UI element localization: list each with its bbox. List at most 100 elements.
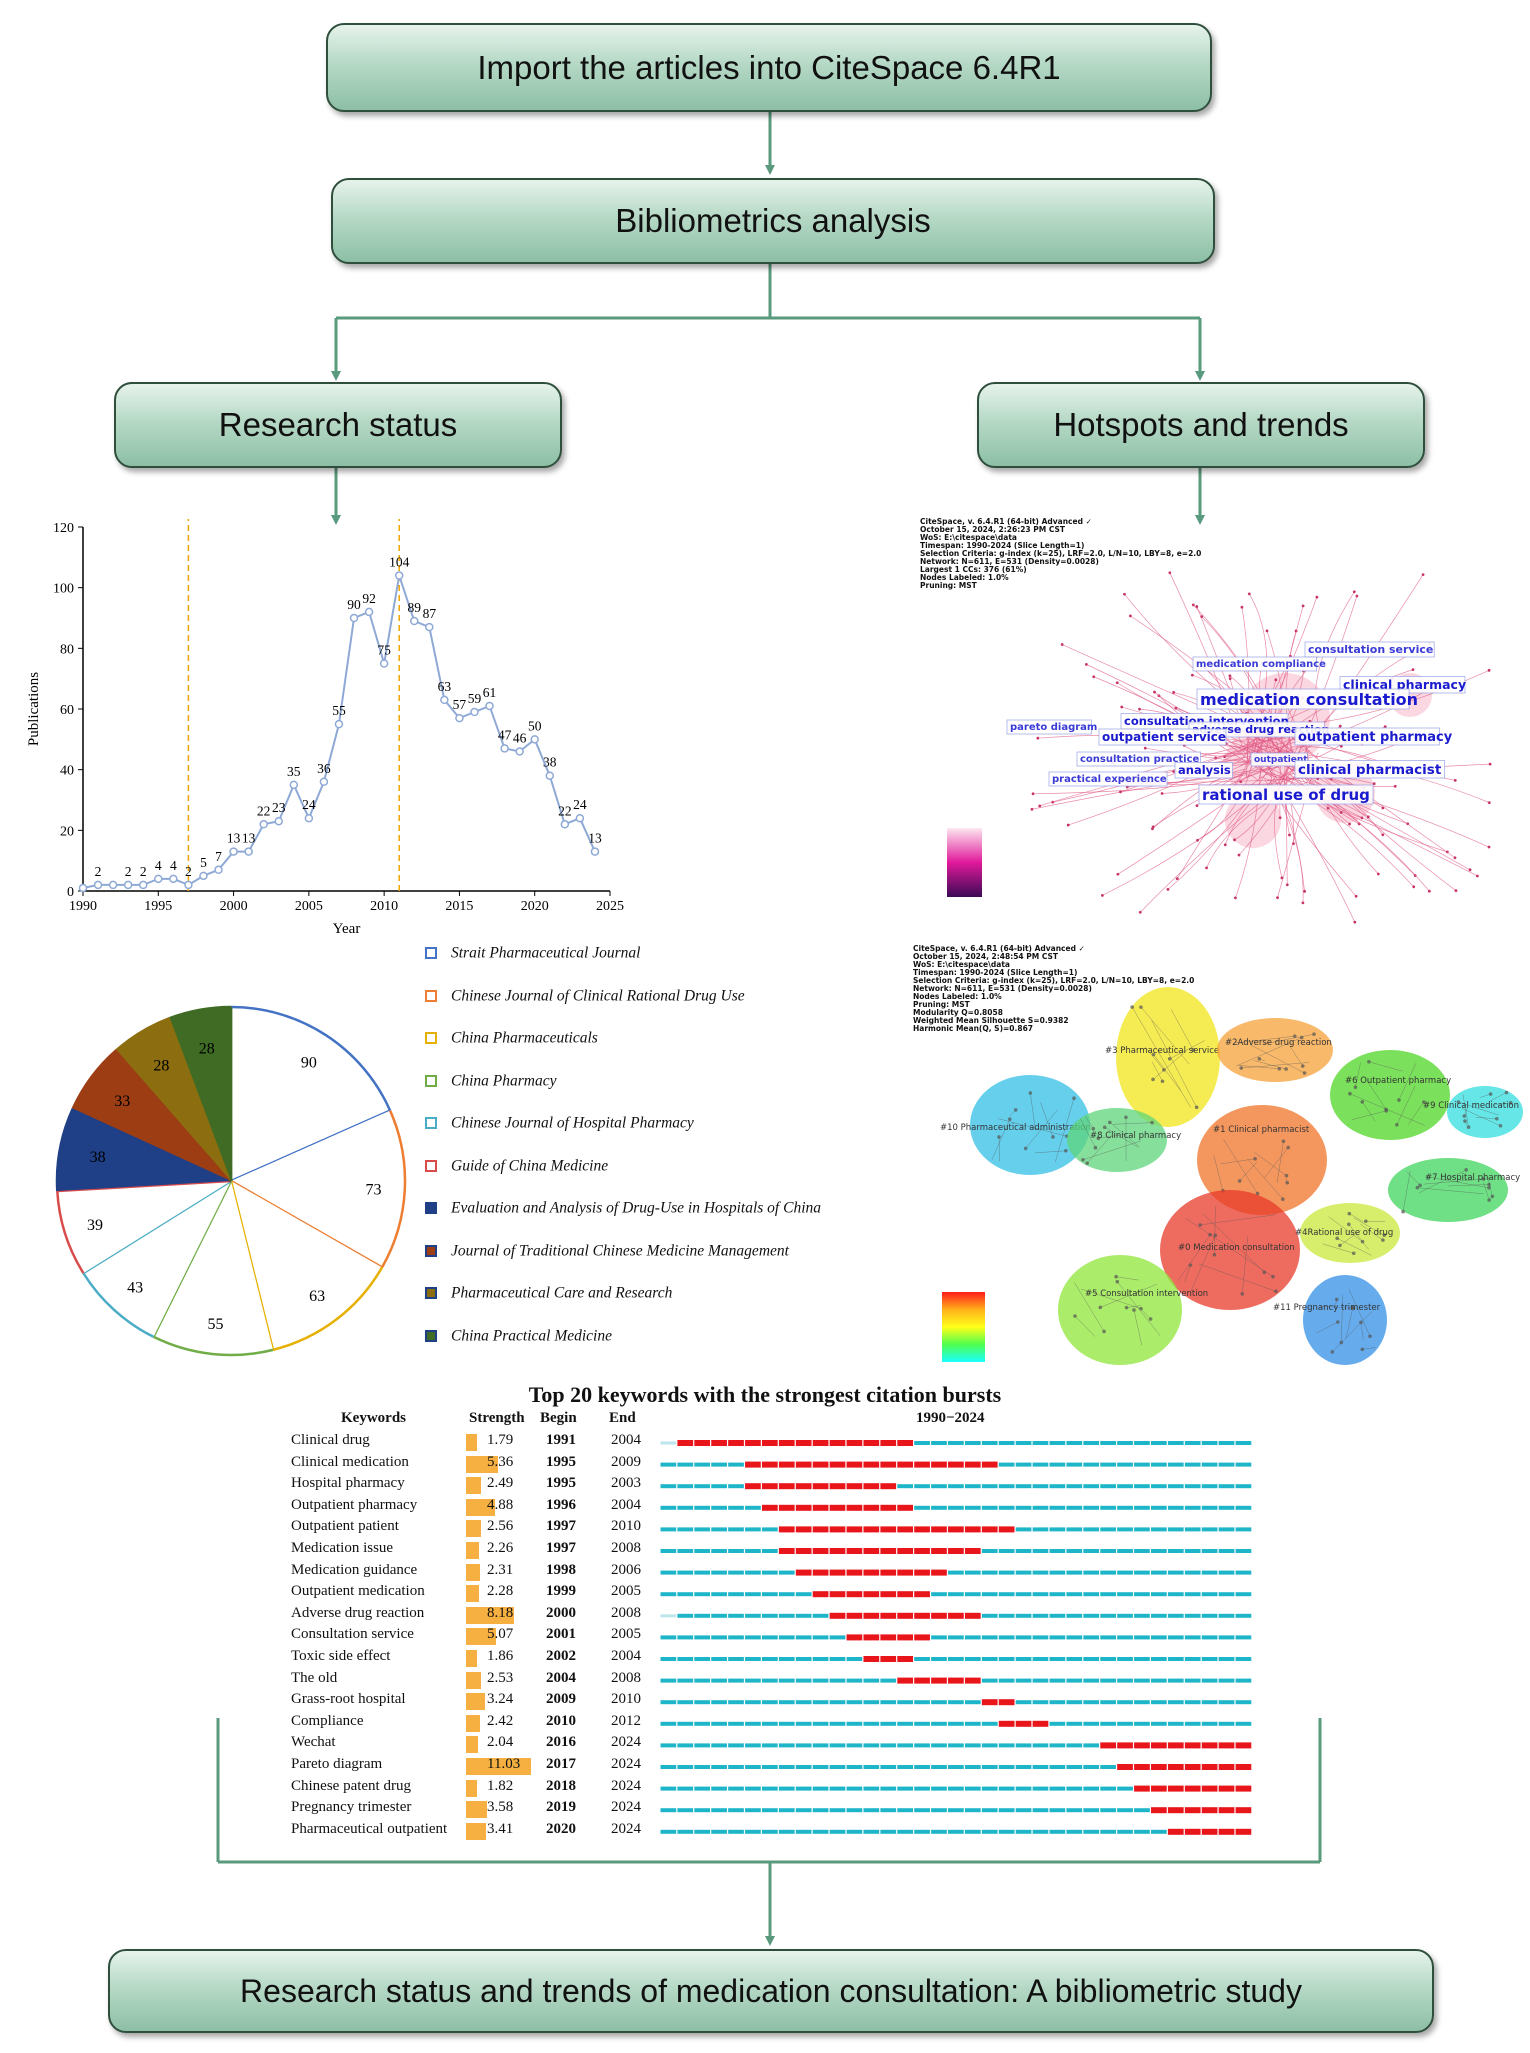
- burst-end: 2005: [611, 1626, 641, 1643]
- burst-end: 2003: [611, 1475, 641, 1492]
- data-point: [545, 771, 555, 780]
- burst-segment: [1167, 1742, 1184, 1749]
- cluster-node: [1151, 1077, 1155, 1082]
- pie-slice-arc: [230, 1005, 392, 1112]
- burst-segment: [1235, 1505, 1252, 1510]
- burst-begin: 2017: [546, 1756, 576, 1772]
- burst-segment: [897, 1808, 914, 1813]
- burst-segment: [1151, 1700, 1167, 1705]
- cluster-node: [1490, 1194, 1495, 1199]
- burst-segment: [1235, 1527, 1252, 1532]
- burst-segment: [1134, 1700, 1150, 1705]
- burst-segment: [964, 1677, 981, 1684]
- legend-label: Chinese Journal of Clinical Rational Dru…: [451, 986, 745, 1004]
- burst-segment: [1015, 1678, 1032, 1683]
- cluster-node: [1213, 1233, 1218, 1238]
- burst-segment: [829, 1678, 846, 1683]
- burst-segment: [846, 1721, 863, 1726]
- cluster-blob: [1067, 1108, 1167, 1172]
- burst-segment: [1100, 1700, 1116, 1705]
- pie-slice-arc: [56, 1190, 85, 1274]
- burst-segment: [964, 1592, 981, 1597]
- strength-bar: [466, 1714, 481, 1732]
- header-strength: Strength: [469, 1410, 525, 1426]
- burst-segment: [863, 1612, 880, 1619]
- burst-segment: [711, 1678, 727, 1683]
- burst-segment: [1015, 1441, 1032, 1445]
- burst-segment: [1049, 1721, 1066, 1726]
- cluster-blob: [1388, 1158, 1508, 1222]
- burst-segment: [1117, 1462, 1133, 1467]
- burst-segment: [1201, 1484, 1218, 1489]
- burst-segment: [863, 1591, 880, 1598]
- burst-segment: [1015, 1592, 1032, 1597]
- burst-segment: [761, 1549, 778, 1553]
- burst-segment: [1100, 1570, 1116, 1575]
- burst-segment: [1235, 1764, 1252, 1770]
- network2-header-line: CiteSpace, v. 6.4.R1 (64-bit) Advanced ✓: [913, 944, 1085, 953]
- burst-segment: [660, 1721, 677, 1726]
- burst-segment: [1201, 1721, 1218, 1726]
- network-node: [1084, 662, 1088, 666]
- burst-segment: [1218, 1828, 1235, 1835]
- burst-segment: [897, 1526, 914, 1533]
- burst-segment: [1015, 1505, 1032, 1510]
- cluster-edge: [1345, 1307, 1354, 1339]
- burst-segment: [1100, 1829, 1116, 1834]
- burst-segment: [948, 1612, 964, 1619]
- cluster-node: [1285, 1180, 1290, 1185]
- burst-segment: [948, 1592, 964, 1597]
- burst-segment: [694, 1484, 711, 1489]
- cluster-edge: [1100, 1283, 1158, 1308]
- cluster-node: [1286, 1145, 1291, 1150]
- cluster-node: [1007, 1117, 1012, 1121]
- data-label: 24: [302, 797, 316, 812]
- cluster-edge: [998, 1118, 1067, 1137]
- burst-segment: [694, 1808, 711, 1813]
- burst-end: 2005: [611, 1583, 641, 1600]
- y-tick-label: 60: [60, 703, 74, 718]
- burst-begin: 2020: [546, 1820, 576, 1837]
- burst-segment: [981, 1635, 998, 1640]
- burst-begin: 1995: [546, 1453, 576, 1470]
- burst-segment: [778, 1440, 795, 1446]
- burst-segment: [914, 1743, 930, 1748]
- cluster-edge: [1140, 1309, 1151, 1320]
- burst-segment: [914, 1829, 930, 1834]
- network-node: [1247, 592, 1251, 596]
- strength-bar: [466, 1520, 482, 1538]
- burst-keyword: Pregnancy trimester: [291, 1799, 412, 1816]
- burst-segment: [677, 1613, 694, 1618]
- burst-segment: [897, 1569, 914, 1576]
- burst-segment: [880, 1808, 897, 1813]
- data-point: [289, 780, 299, 790]
- network1-header-line: WoS: E:\citespace\data: [920, 533, 1017, 542]
- burst-segment: [694, 1829, 711, 1834]
- burst-segment: [1032, 1505, 1049, 1510]
- network1-header: CiteSpace, v. 6.4.R1 (64-bit) Advanced ✓…: [920, 518, 1201, 590]
- burst-segment: [1066, 1549, 1083, 1553]
- burst-segment: [745, 1549, 761, 1553]
- burst-segment: [1134, 1549, 1150, 1553]
- burst-segment: [1032, 1720, 1049, 1727]
- data-point: [515, 747, 524, 756]
- cluster-edge: [1116, 1276, 1139, 1281]
- network-node: [1092, 675, 1096, 679]
- burst-segment: [660, 1635, 677, 1640]
- burst-segment: [846, 1591, 863, 1598]
- cluster-edge: [1189, 1235, 1216, 1294]
- data-label: 50: [528, 718, 542, 733]
- burst-segment: [998, 1765, 1015, 1769]
- network-node: [1116, 872, 1120, 876]
- x-tick-label: 2000: [220, 899, 248, 914]
- legend-swatch: [425, 1329, 437, 1342]
- data-point: [123, 880, 133, 890]
- network-node: [1115, 681, 1119, 685]
- cluster-node: [1466, 1125, 1471, 1129]
- burst-segment: [863, 1721, 880, 1726]
- data-point: [78, 883, 88, 893]
- burst-segment: [694, 1700, 711, 1705]
- burst-segment: [1218, 1570, 1235, 1575]
- burst-segment: [1151, 1721, 1167, 1726]
- legend-label: China Pharmaceuticals: [451, 1029, 598, 1047]
